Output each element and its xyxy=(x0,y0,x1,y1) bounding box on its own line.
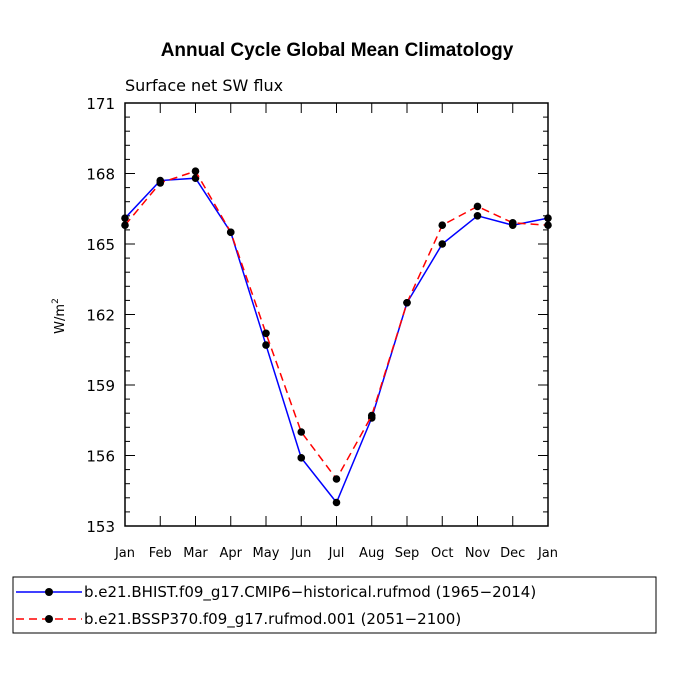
legend-marker-ssp370 xyxy=(45,615,53,623)
data-point xyxy=(262,329,270,338)
data-point xyxy=(226,228,235,237)
data-point xyxy=(332,498,341,507)
legend-label-historical: b.e21.BHIST.f09_g17.CMIP6−historical.ruf… xyxy=(84,583,536,602)
x-tick-label: Jan xyxy=(537,546,558,561)
legend-entry-historical: b.e21.BHIST.f09_g17.CMIP6−historical.ruf… xyxy=(16,583,536,602)
legend-entry-ssp370: b.e21.BSSP370.f09_g17.rufmod.001 (2051−2… xyxy=(16,610,461,629)
data-point xyxy=(508,219,517,227)
data-point xyxy=(403,298,411,307)
data-point xyxy=(297,428,306,436)
plot-frame xyxy=(124,102,549,527)
series-0 xyxy=(121,174,552,507)
series-line xyxy=(124,177,549,504)
legend-box xyxy=(12,576,657,634)
x-tick-label: May xyxy=(253,546,280,561)
y-axis-label-superscript: 2 xyxy=(51,298,61,304)
data-point xyxy=(191,174,200,182)
x-tick-label: Oct xyxy=(431,546,453,561)
data-point xyxy=(332,475,341,483)
series-layer xyxy=(121,167,552,507)
legend-label-ssp370: b.e21.BSSP370.f09_g17.rufmod.001 (2051−2… xyxy=(84,610,461,629)
data-point xyxy=(191,167,200,175)
data-point xyxy=(438,240,447,248)
data-point xyxy=(156,179,165,187)
y-tick-label: 171 xyxy=(86,95,115,113)
chart-subtitle: Surface net SW flux xyxy=(125,76,283,95)
x-tick-label: Sep xyxy=(395,546,420,561)
y-tick-label: 165 xyxy=(86,236,115,254)
series-1 xyxy=(121,167,552,483)
y-tick-label: 159 xyxy=(86,377,115,395)
y-tick-label: 168 xyxy=(86,166,115,184)
svg-text:W/m2: W/m2 xyxy=(51,298,68,334)
data-point xyxy=(473,202,482,211)
x-tick-label: Mar xyxy=(183,546,208,561)
x-tick-label: Apr xyxy=(220,546,243,561)
x-tick-label: Feb xyxy=(149,546,172,561)
y-axis-label: W/m2 xyxy=(51,298,68,334)
x-tick-label: Jun xyxy=(290,546,311,561)
x-tick-label: Dec xyxy=(500,546,525,561)
x-tick-label: Jan xyxy=(114,546,135,561)
data-point xyxy=(367,411,376,420)
y-tick-label: 162 xyxy=(86,307,115,325)
x-tick-label: Nov xyxy=(465,546,491,561)
legend-marker-historical xyxy=(45,588,53,596)
chart-title: Annual Cycle Global Mean Climatology xyxy=(161,40,514,61)
data-point xyxy=(297,454,306,462)
data-point xyxy=(473,212,482,220)
x-tick-labels: Jan Feb Mar Apr May Jun Jul Aug Sep Oct Nov Dec Jan xyxy=(114,546,558,561)
x-tick-label: Aug xyxy=(359,546,384,561)
data-point xyxy=(262,341,270,349)
x-tick-label: Jul xyxy=(328,546,345,561)
axis-ticks xyxy=(124,102,549,527)
y-tick-label: 156 xyxy=(86,448,115,466)
data-point xyxy=(438,221,447,229)
y-tick-labels: 153 156 159 162 165 168 171 xyxy=(86,95,115,536)
legend: b.e21.BHIST.f09_g17.CMIP6−historical.ruf… xyxy=(12,576,657,634)
y-axis-label-text: W/m xyxy=(53,304,68,334)
y-tick-label: 153 xyxy=(86,518,115,536)
